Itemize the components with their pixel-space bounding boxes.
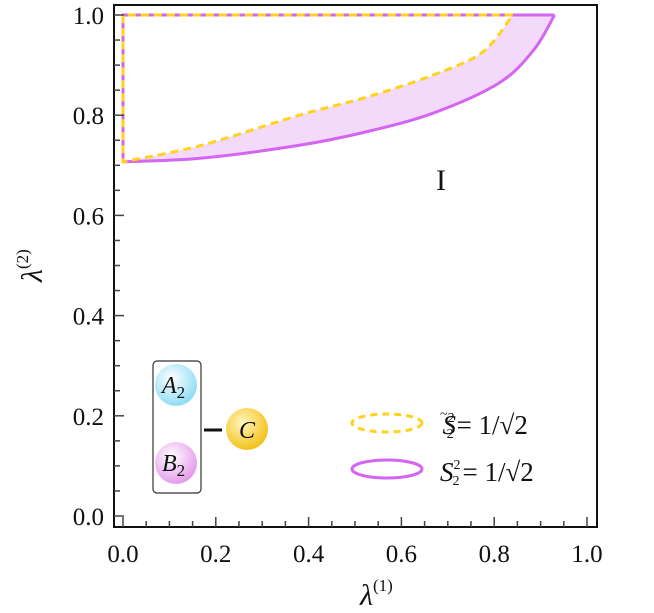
region-label: I xyxy=(436,164,446,197)
x-tick-label: 1.0 xyxy=(571,541,602,568)
legend-swatch-plain xyxy=(350,458,424,480)
atom-b xyxy=(155,442,197,484)
region-fill xyxy=(123,15,555,162)
x-tick-label: 0.6 xyxy=(386,541,417,568)
molecule-schematic: A2 B2 C xyxy=(152,360,268,494)
x-tick-label: 0.0 xyxy=(107,541,138,568)
x-tick-label: 0.8 xyxy=(479,541,510,568)
x-axis-label: λ(1) xyxy=(359,576,393,612)
atom-c xyxy=(226,408,268,450)
atom-a-label: A2 xyxy=(160,373,185,402)
x-tick-label: 0.2 xyxy=(200,541,231,568)
atom-b-label: B2 xyxy=(162,451,185,480)
boundary-plain xyxy=(121,13,556,164)
schematic-box xyxy=(152,360,202,494)
y-tick-label: 0.0 xyxy=(73,504,104,531)
legend: S~2 2 = 1/√2 S2 2 = 1/√2 xyxy=(350,407,534,489)
y-tick-label: 0.8 xyxy=(73,103,104,130)
y-tick-label: 1.0 xyxy=(73,3,104,30)
atom-a xyxy=(155,364,197,406)
legend-label-plain: S2 2 = 1/√2 xyxy=(440,457,534,489)
legend-swatch-tilde xyxy=(350,412,424,434)
atom-c-label: C xyxy=(239,418,256,444)
y-axis-label: λ(2) xyxy=(13,249,49,283)
y-tick-label: 0.6 xyxy=(73,203,104,230)
y-tick-label: 0.4 xyxy=(73,304,105,331)
boundary-tilde xyxy=(121,13,514,164)
x-tick-label: 0.4 xyxy=(293,541,325,568)
legend-label-tilde: S~2 2 = 1/√2 xyxy=(440,407,528,442)
y-tick-label: 0.2 xyxy=(73,404,104,431)
